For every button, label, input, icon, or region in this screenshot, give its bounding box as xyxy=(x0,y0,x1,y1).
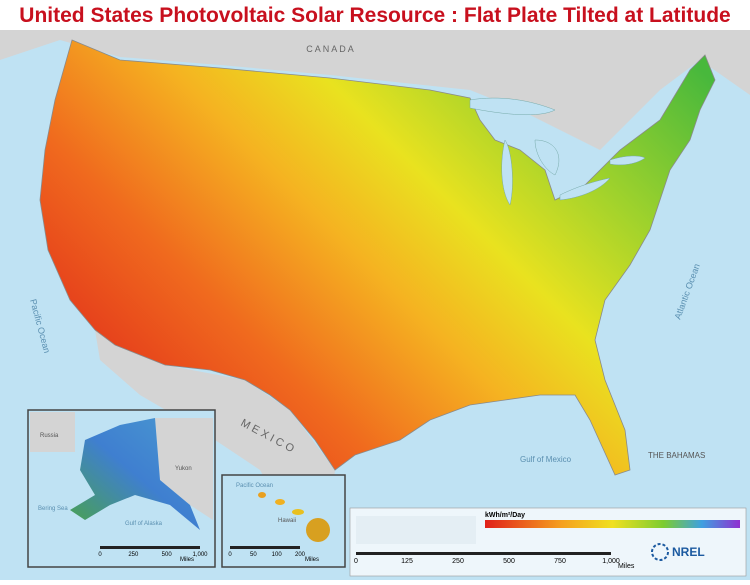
scale-tick-label: 0 xyxy=(228,552,232,558)
alaska xyxy=(70,418,200,530)
scale-unit: Miles xyxy=(305,557,319,563)
scale-tick-label: 0 xyxy=(98,552,102,558)
island xyxy=(275,499,285,505)
scale-tick-label: 500 xyxy=(503,558,515,565)
scale-ticks: 0 250 500 1,000 xyxy=(98,552,208,558)
scale-tick-label: 750 xyxy=(554,558,566,565)
lake-superior xyxy=(469,97,556,116)
scale-tick-label: 1,000 xyxy=(192,552,208,558)
region-label: Russia xyxy=(40,433,59,439)
legend-panel: kWh/m²/Day 0 125 250 500 750 1,000 Miles NREL xyxy=(349,507,747,577)
scale-unit: Miles xyxy=(618,563,635,570)
scale-bar xyxy=(356,552,611,555)
canada-land xyxy=(155,418,213,520)
legend-note xyxy=(356,516,476,544)
scale-tick-label: 0 xyxy=(354,558,358,565)
region-label: Yukon xyxy=(175,466,192,472)
scale-tick-label: 500 xyxy=(162,552,173,558)
legend-colorbar xyxy=(485,520,740,528)
scale-tick-label: 125 xyxy=(401,558,413,565)
scale-ticks: 0 50 100 200 xyxy=(228,552,305,558)
logo: NREL xyxy=(672,545,705,559)
ocean-label: Gulf of Mexico xyxy=(520,455,572,464)
lake-ontario xyxy=(609,155,646,166)
scale-ticks: 0 125 250 500 750 1,000 xyxy=(354,558,620,565)
scale-bar xyxy=(230,546,300,549)
island xyxy=(258,492,266,498)
scale-bar xyxy=(100,546,200,549)
island xyxy=(306,518,330,542)
scale-tick-label: 250 xyxy=(128,552,139,558)
ocean-label: Pacific Ocean xyxy=(236,483,273,489)
scale-tick-label: 50 xyxy=(250,552,257,558)
lake-erie xyxy=(559,177,611,201)
canada-land xyxy=(0,30,750,150)
scale-unit: Miles xyxy=(180,557,194,563)
alaska-inset: Russia Yukon Bering Sea Gulf of Alaska 0… xyxy=(27,409,216,568)
scale-tick-label: 100 xyxy=(272,552,283,558)
legend-title: kWh/m²/Day xyxy=(485,512,525,519)
region-label: Hawaii xyxy=(278,518,296,524)
contiguous-us xyxy=(39,39,716,476)
map-title: United States Photovoltaic Solar Resourc… xyxy=(19,4,730,27)
great-lakes xyxy=(469,97,646,206)
logo-mark xyxy=(651,543,669,561)
country-label: C A N A D A xyxy=(306,44,354,54)
mexico-land xyxy=(95,330,335,560)
island xyxy=(292,509,304,515)
scale-tick-label: 200 xyxy=(295,552,306,558)
lake-michigan xyxy=(501,139,513,206)
lake-huron xyxy=(534,139,560,176)
ocean-label: Gulf of Alaska xyxy=(125,521,163,527)
scale-tick-label: 250 xyxy=(452,558,464,565)
hawaii-inset: Pacific Ocean Hawaii 0 50 100 200 Miles xyxy=(221,474,346,568)
russia-land xyxy=(30,412,75,452)
ocean-label: Bering Sea xyxy=(38,506,68,512)
country-label: THE BAHAMAS xyxy=(648,451,705,460)
scale-tick-label: 1,000 xyxy=(602,558,620,565)
